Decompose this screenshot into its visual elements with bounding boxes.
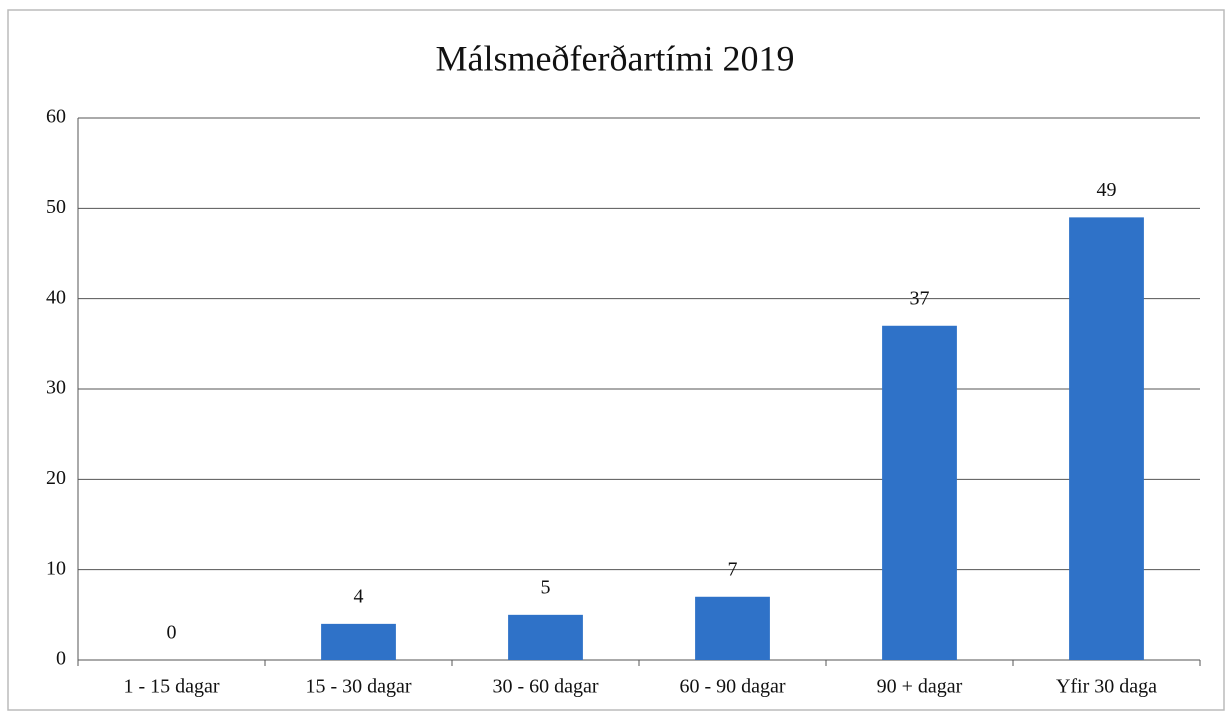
data-label: 7 bbox=[728, 558, 738, 580]
y-tick-label: 0 bbox=[56, 648, 66, 670]
x-tick-label: 30 - 60 dagar bbox=[492, 676, 598, 698]
y-tick-label: 50 bbox=[46, 196, 66, 218]
chart-frame bbox=[7, 9, 1225, 711]
bar bbox=[1069, 217, 1144, 660]
bar bbox=[695, 596, 770, 660]
chart-title: Málsmeðferðartími 2019 bbox=[436, 38, 795, 78]
y-tick-label: 20 bbox=[46, 467, 66, 489]
data-label: 37 bbox=[910, 287, 930, 309]
data-label: 5 bbox=[541, 576, 551, 598]
data-label: 49 bbox=[1097, 179, 1117, 201]
x-tick-label: 60 - 90 dagar bbox=[679, 676, 785, 698]
x-tick-label: 15 - 30 dagar bbox=[305, 676, 411, 698]
y-tick-label: 40 bbox=[46, 286, 66, 308]
bar bbox=[508, 614, 583, 660]
y-tick-label: 60 bbox=[46, 106, 66, 128]
data-label: 0 bbox=[167, 622, 177, 644]
x-tick-label: 90 + dagar bbox=[877, 676, 963, 698]
x-tick-label: 1 - 15 dagar bbox=[123, 676, 219, 698]
bar bbox=[321, 623, 396, 660]
bar bbox=[882, 325, 957, 660]
data-label: 4 bbox=[354, 585, 364, 607]
y-tick-label: 10 bbox=[46, 557, 66, 579]
x-tick-label: Yfir 30 daga bbox=[1056, 676, 1157, 698]
y-tick-label: 30 bbox=[46, 377, 66, 399]
